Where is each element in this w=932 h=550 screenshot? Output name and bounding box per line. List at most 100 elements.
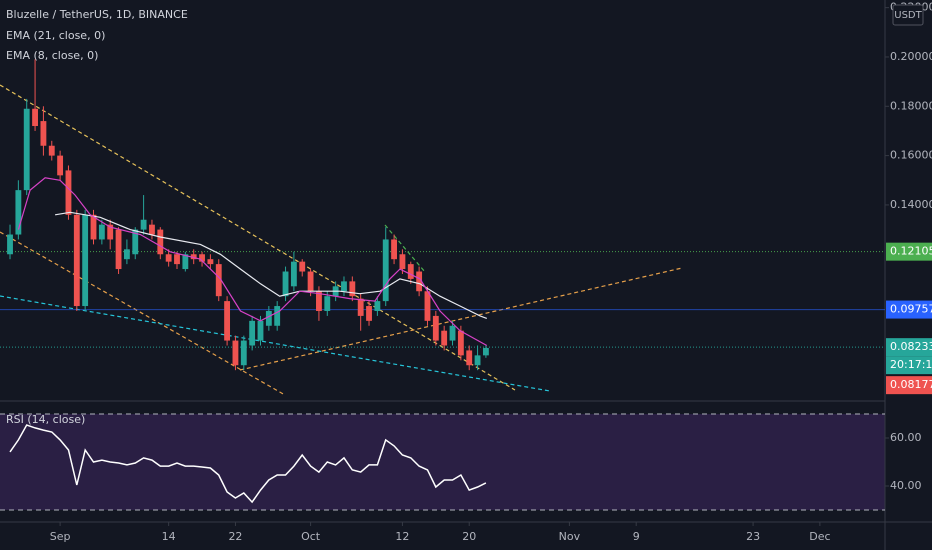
candle-body bbox=[207, 259, 214, 265]
y-tick-label: 0.16000 bbox=[890, 149, 932, 162]
candle-body bbox=[366, 306, 372, 321]
candle-body bbox=[199, 254, 205, 262]
currency-label: USDT bbox=[894, 10, 922, 21]
candle-body bbox=[482, 347, 489, 356]
chart-title: Bluzelle / TetherUS, 1D, BINANCE bbox=[6, 8, 188, 21]
low-mark-label: 0.08177 bbox=[890, 378, 932, 391]
y-tick-label: 40.00 bbox=[890, 479, 922, 492]
candle-body bbox=[457, 330, 464, 356]
candle-body bbox=[274, 306, 281, 326]
candle-body bbox=[90, 214, 97, 240]
level-label: 0.12105 bbox=[890, 245, 932, 258]
candle-body bbox=[349, 281, 356, 297]
candle-body bbox=[307, 271, 314, 292]
candle-body bbox=[123, 249, 130, 260]
line-series bbox=[17, 177, 488, 347]
y-tick-label: 0.18000 bbox=[890, 99, 932, 112]
legend-entry: EMA (8, close, 0) bbox=[6, 49, 98, 62]
candle-body bbox=[249, 320, 256, 346]
candle-body bbox=[190, 254, 197, 260]
candle-body bbox=[382, 239, 389, 302]
candle-body bbox=[441, 330, 448, 346]
candle-body bbox=[282, 271, 289, 297]
candle-body bbox=[98, 224, 105, 240]
candle-body bbox=[107, 224, 114, 240]
x-tick-label: 20 bbox=[462, 530, 476, 543]
countdown: 20:17:11 bbox=[890, 358, 932, 371]
candle-body bbox=[174, 254, 180, 265]
trend-line bbox=[384, 224, 426, 273]
candle-body bbox=[466, 350, 473, 366]
rsi-band bbox=[0, 414, 885, 510]
candle-body bbox=[290, 261, 297, 287]
candle-body bbox=[391, 239, 397, 260]
candle-body bbox=[57, 155, 64, 176]
trend-line bbox=[0, 84, 516, 391]
x-tick-label: Nov bbox=[559, 530, 581, 543]
candle-body bbox=[157, 229, 164, 255]
candle-body bbox=[40, 121, 47, 146]
legend-entry: EMA (21, close, 0) bbox=[6, 29, 105, 42]
low-mark-box bbox=[886, 376, 932, 395]
candle-body bbox=[15, 190, 22, 235]
rsi-title: RSI (14, close) bbox=[6, 413, 85, 426]
level-label-box bbox=[886, 300, 932, 319]
candle-body bbox=[182, 254, 189, 270]
candle-body bbox=[215, 264, 222, 297]
trend-line bbox=[239, 267, 683, 371]
trend-line bbox=[0, 295, 551, 392]
x-tick-label: 22 bbox=[228, 530, 242, 543]
y-tick-label: 0.20000 bbox=[890, 50, 932, 63]
candle-body bbox=[299, 261, 306, 272]
candle-body bbox=[374, 301, 381, 311]
x-tick-label: 12 bbox=[395, 530, 409, 543]
candle-body bbox=[224, 301, 231, 341]
candle-body bbox=[232, 340, 239, 366]
x-tick-label: Dec bbox=[809, 530, 830, 543]
level-label: 0.09757 bbox=[890, 303, 932, 316]
candle-body bbox=[7, 234, 13, 255]
candle-body bbox=[32, 108, 38, 127]
candle-body bbox=[399, 254, 406, 270]
trend-lines bbox=[0, 84, 683, 396]
candle-body bbox=[65, 170, 72, 215]
candle-body bbox=[474, 355, 481, 366]
candle-body bbox=[82, 214, 89, 307]
candle-body bbox=[165, 254, 172, 262]
countdown-box bbox=[886, 356, 932, 375]
candle-body bbox=[432, 315, 439, 341]
candle-body bbox=[115, 229, 122, 270]
candle-body bbox=[341, 281, 347, 292]
candle-body bbox=[416, 271, 423, 292]
candle-body bbox=[316, 291, 322, 311]
x-tick-label: 14 bbox=[162, 530, 176, 543]
y-tick-label: 60.00 bbox=[890, 431, 922, 444]
level-label: 0.08233 bbox=[890, 340, 932, 353]
candle-body bbox=[73, 214, 80, 307]
x-tick-label: 9 bbox=[633, 530, 640, 543]
candle-body bbox=[407, 264, 414, 279]
candle-body bbox=[149, 224, 155, 235]
candle-body bbox=[265, 310, 272, 326]
x-tick-label: Oct bbox=[301, 530, 321, 543]
candle-body bbox=[257, 320, 264, 341]
level-label-box bbox=[886, 338, 932, 357]
candle-body bbox=[140, 219, 147, 230]
candle-body bbox=[357, 298, 364, 316]
candle-body bbox=[132, 229, 139, 255]
level-label-box bbox=[886, 242, 932, 261]
candle-body bbox=[449, 325, 456, 341]
x-tick-label: Sep bbox=[50, 530, 71, 543]
candle-body bbox=[324, 296, 331, 311]
currency-box bbox=[892, 4, 924, 26]
y-tick-label: 0.14000 bbox=[890, 198, 932, 211]
line-series bbox=[9, 424, 487, 504]
candle-body bbox=[23, 108, 30, 191]
candle-body bbox=[424, 291, 431, 321]
trend-line bbox=[0, 231, 286, 396]
candle-body bbox=[240, 340, 247, 366]
x-tick-label: 23 bbox=[746, 530, 760, 543]
candle-body bbox=[48, 145, 55, 156]
